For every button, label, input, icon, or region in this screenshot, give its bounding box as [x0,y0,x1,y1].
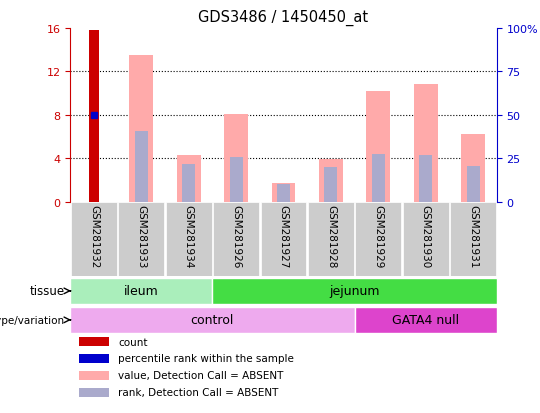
Bar [182,164,195,202]
Bar [224,114,248,202]
Bar [130,56,153,202]
Text: genotype/variation: genotype/variation [0,315,65,325]
Bar [260,202,307,277]
Bar [367,92,390,202]
Text: GATA4 null: GATA4 null [392,313,459,327]
Bar [79,337,110,347]
Bar [419,156,432,202]
Bar [325,168,338,202]
Text: GSM281928: GSM281928 [326,204,336,268]
Bar [79,354,110,363]
Text: ileum: ileum [124,285,159,298]
Title: GDS3486 / 1450450_at: GDS3486 / 1450450_at [198,10,369,26]
Bar [403,202,449,277]
Text: GSM281930: GSM281930 [421,204,431,268]
Bar [450,202,496,277]
Text: GSM281926: GSM281926 [231,204,241,268]
Bar [414,85,437,202]
Bar [70,307,355,333]
Text: GSM281929: GSM281929 [373,204,383,268]
Bar [212,278,497,304]
Text: count: count [118,337,147,347]
Bar [467,166,480,202]
Bar [308,202,354,277]
Text: GSM281927: GSM281927 [279,204,288,268]
Text: jejunum: jejunum [329,285,380,298]
Bar [461,135,485,202]
Bar [166,202,212,277]
Bar [355,202,401,277]
Bar [355,307,497,333]
Bar [70,278,212,304]
Text: GSM281933: GSM281933 [136,204,146,268]
Text: tissue: tissue [30,285,65,298]
Bar [89,31,99,202]
Bar [79,371,110,380]
Text: GSM281932: GSM281932 [89,204,99,268]
Text: percentile rank within the sample: percentile rank within the sample [118,354,294,363]
Bar [135,132,148,202]
Text: GSM281931: GSM281931 [468,204,478,268]
Bar [319,160,343,202]
Bar [272,184,295,202]
Text: control: control [191,313,234,327]
Bar [79,388,110,397]
Text: rank, Detection Call = ABSENT: rank, Detection Call = ABSENT [118,387,278,397]
Bar [230,158,242,202]
Text: GSM281934: GSM281934 [184,204,194,268]
Bar [177,156,200,202]
Text: value, Detection Call = ABSENT: value, Detection Call = ABSENT [118,370,284,380]
Bar [372,154,385,202]
Bar [71,202,117,277]
Bar [118,202,164,277]
Bar [213,202,259,277]
Bar [277,185,290,202]
